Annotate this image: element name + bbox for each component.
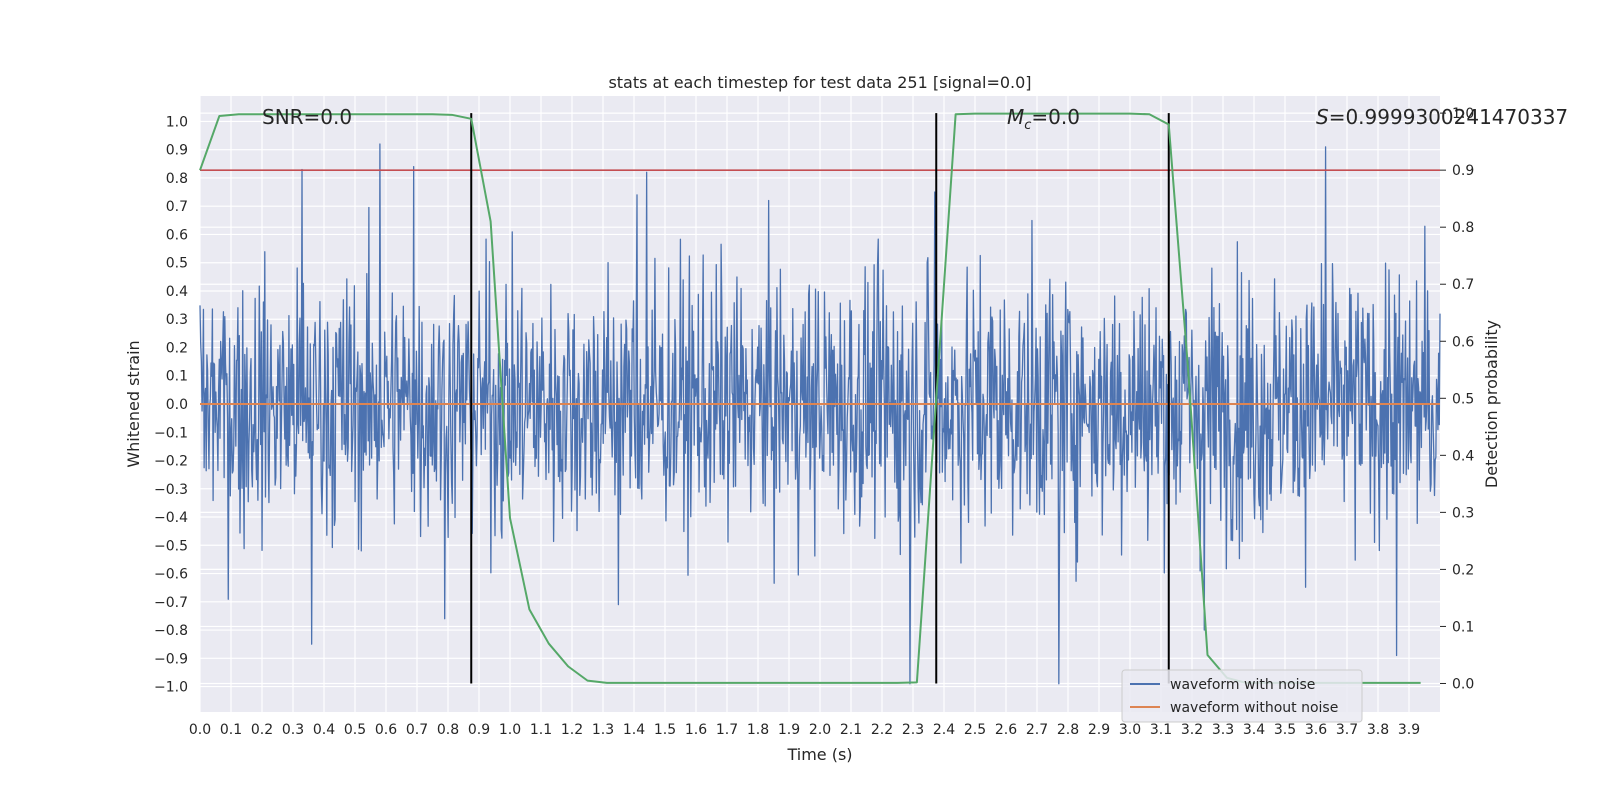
x-tick-label: 1.0 [499,722,521,738]
x-tick-label: 2.1 [840,722,862,738]
x-tick-label: 1.4 [623,722,645,738]
detection-probability-line [199,112,1421,684]
overlay-lines [200,113,1440,684]
x-tick-label: 3.8 [1367,722,1389,738]
y-tick-label: −0.7 [154,595,188,611]
x-tick-label: 0.3 [282,722,304,738]
series-waveform-with-noise [199,143,1441,685]
y-tick-label: −1.0 [154,680,188,696]
y-axis-label: Whitened strain [124,340,143,467]
x-tick-label: 3.3 [1212,722,1234,738]
y-tick-label: 0.2 [166,340,188,356]
y2-tick-label: 0.5 [1452,391,1474,407]
x-tick-label: 3.4 [1243,722,1265,738]
y-tick-label: 0.6 [166,227,188,243]
x-tick-label: 3.7 [1336,722,1358,738]
y2-tick-label: 0.7 [1452,277,1474,293]
x-tick-label: 1.7 [716,722,738,738]
y-tick-label: 0.4 [166,284,188,300]
x-tick-label: 1.2 [561,722,583,738]
x-tick-label: 3.2 [1181,722,1203,738]
x-tick-label: 3.1 [1150,722,1172,738]
x-tick-label: 2.7 [1026,722,1048,738]
y-tick-label: 0.8 [166,171,188,187]
x-tick-label: 3.5 [1274,722,1296,738]
y-tick-label: 0.1 [166,369,188,385]
x-tick-label: 0.4 [313,722,335,738]
y-tick-label: −0.9 [154,651,188,667]
x-tick-label: 0.1 [220,722,242,738]
series-detection-probability [199,112,1421,684]
y-tick-label: −0.5 [154,538,188,554]
x-tick-label: 2.4 [933,722,955,738]
x-axis-label: Time (s) [786,745,852,764]
y-tick-label: 1.0 [166,114,188,130]
x-tick-label: 3.9 [1398,722,1420,738]
chart-title: stats at each timestep for test data 251… [608,73,1031,92]
x-tick-label: 1.1 [530,722,552,738]
x-tick-label: 0.8 [437,722,459,738]
y2-tick-label: 0.9 [1452,163,1474,179]
x-tick-label: 0.9 [468,722,490,738]
score-annotation: S=0.9999300241470337 [1316,105,1568,129]
x-tick-label: 2.3 [902,722,924,738]
snr-annotation: SNR=0.0 [262,105,352,129]
x-tick-label: 2.8 [1057,722,1079,738]
y2-tick-label: 1.0 [1452,106,1474,122]
x-tick-label: 3.0 [1119,722,1141,738]
tick-labels: 0.0 0.1 0.2 0.3 0.4 0.5 0.6 0.7 0.8 0.9 1.0 1.1 1.2 1… [154,106,1474,738]
x-tick-label: 0.5 [344,722,366,738]
y2-axis-label: Detection probability [1482,320,1501,488]
x-tick-label: 0.6 [375,722,397,738]
y-tick-label: 0.5 [166,256,188,272]
y-tick-label: 0.0 [166,397,188,413]
x-tick-label: 2.6 [995,722,1017,738]
y2-tick-label: 0.6 [1452,334,1474,350]
y-tick-label: 0.3 [166,312,188,328]
y-tick-label: −0.8 [154,623,188,639]
y-tick-label: 0.9 [166,143,188,159]
y2-tick-label: 0.4 [1452,448,1474,464]
y2-tick-label: 0.3 [1452,505,1474,521]
x-tick-label: 2.0 [809,722,831,738]
x-tick-label: 0.0 [189,722,211,738]
x-tick-label: 1.8 [747,722,769,738]
x-tick-label: 1.6 [685,722,707,738]
y2-tick-label: 0.0 [1452,676,1474,692]
legend-box [1121,669,1363,723]
legend-label-without-noise: waveform without noise [1170,700,1338,716]
y-tick-label: −0.4 [154,510,188,526]
y-tick-label: −0.2 [154,454,188,470]
y2-tick-label: 0.1 [1452,619,1474,635]
x-tick-label: 2.2 [871,722,893,738]
x-tick-label: 0.7 [406,722,428,738]
chirp-mass-annotation: Mc=0.0 [1007,105,1080,133]
y2-tick-label: 0.8 [1452,220,1474,236]
legend-label-with-noise: waveform with noise [1170,677,1315,693]
y2-tick-label: 0.2 [1452,562,1474,578]
x-tick-label: 2.5 [964,722,986,738]
y-tick-label: −0.1 [154,425,188,441]
y-tick-label: −0.3 [154,482,188,498]
x-tick-label: 3.6 [1305,722,1327,738]
x-tick-label: 2.9 [1088,722,1110,738]
x-tick-label: 1.5 [654,722,676,738]
y-tick-label: −0.6 [154,567,188,583]
y-tick-label: 0.7 [166,199,188,215]
x-tick-label: 0.2 [251,722,273,738]
x-tick-label: 1.9 [778,722,800,738]
x-tick-label: 1.3 [592,722,614,738]
noise-waveform-line [199,143,1441,685]
legend: waveform with noise waveform without noi… [1121,669,1363,723]
